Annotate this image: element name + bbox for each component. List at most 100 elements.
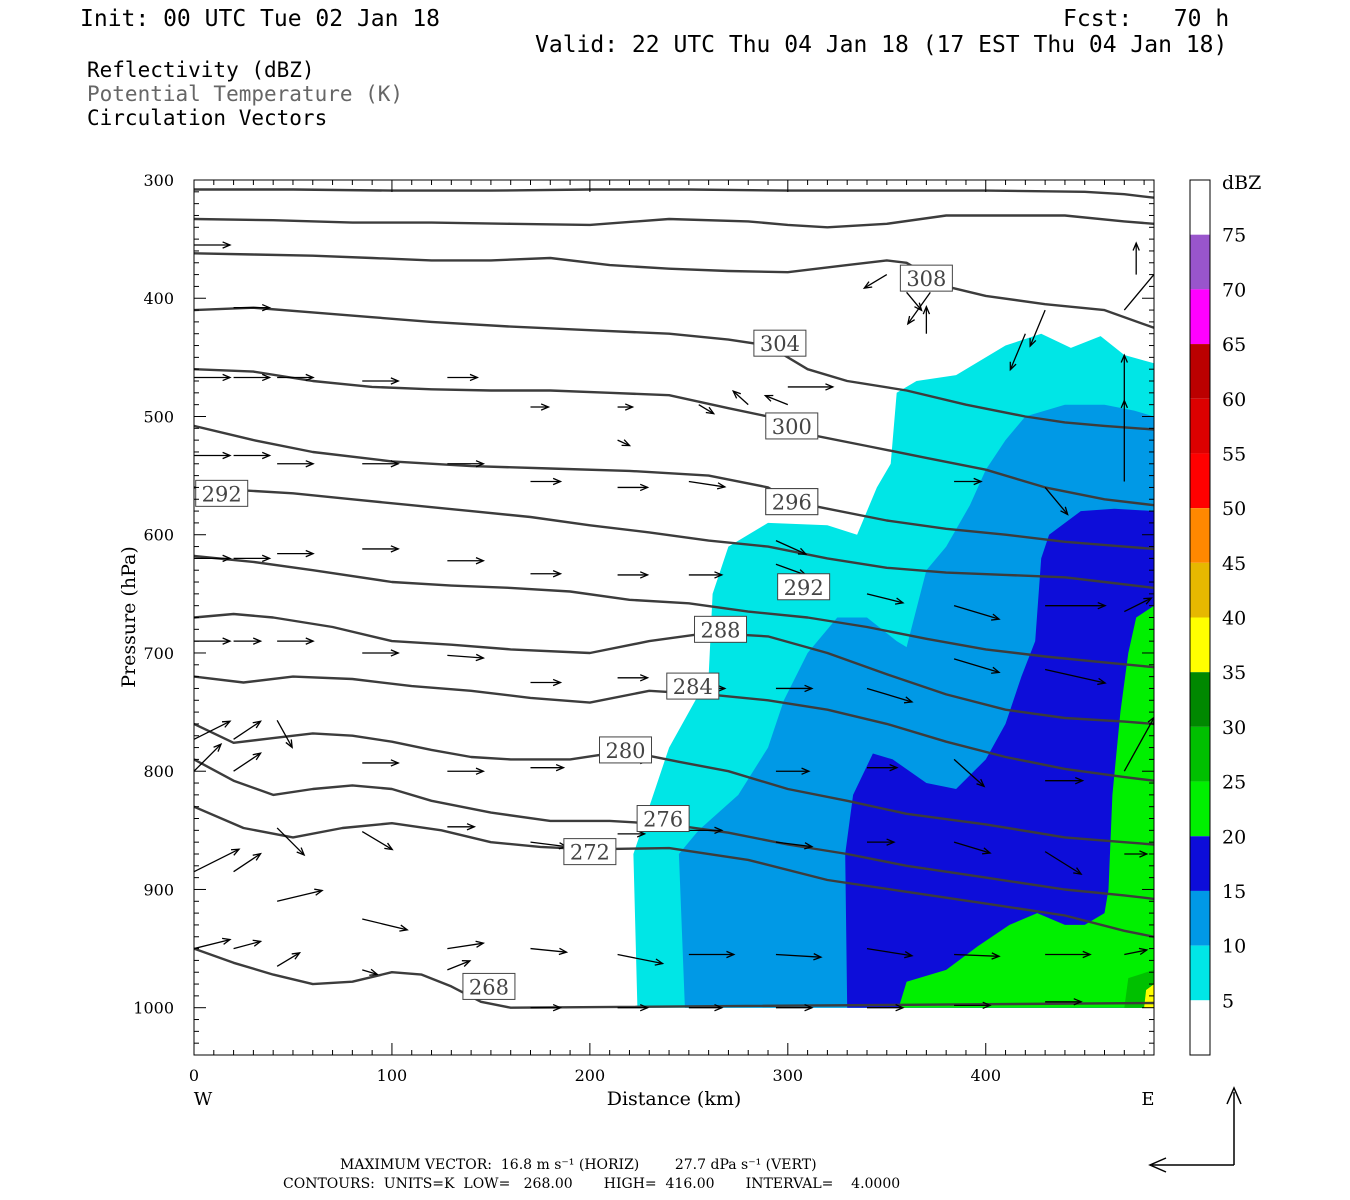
valid-time: Valid: 22 UTC Thu 04 Jan 18 (17 EST Thu … — [535, 32, 1228, 58]
colorbar-level-label: 50 — [1222, 498, 1246, 520]
vector-arrow — [763, 394, 789, 406]
vector-arrow — [775, 841, 814, 850]
axes: 300 400 500 600 700 800 900 1000 0 100 200 300 400 — [133, 171, 1154, 1085]
vector-arrow — [277, 373, 315, 382]
vector-shaft — [233, 720, 261, 740]
vector-head — [1097, 601, 1107, 610]
field-potential-temperature: Potential Temperature (K) — [87, 82, 404, 106]
vector-head — [639, 1003, 650, 1012]
vector-head — [252, 637, 263, 645]
vector-arrow — [362, 545, 400, 553]
vector-head — [991, 952, 1001, 960]
colorbar-level-label: 40 — [1222, 608, 1246, 630]
vector-arrow — [361, 830, 394, 851]
vector-shaft — [362, 969, 378, 975]
vector-head — [466, 823, 477, 831]
colorbar-swatch — [1190, 180, 1210, 235]
vector-arrow — [362, 918, 409, 932]
vector-arrow — [922, 305, 931, 334]
theta-label-text: 304 — [760, 332, 800, 356]
vector-arrow — [866, 1003, 905, 1012]
vector-head — [305, 549, 315, 558]
vector-arrow — [953, 605, 1001, 621]
theta-label-296: 296 — [765, 488, 819, 516]
theta-label-box — [777, 573, 831, 601]
vector-shaft — [953, 658, 1000, 674]
theta-label-box — [899, 264, 953, 292]
vector-head — [886, 838, 896, 846]
colorbar-level-label: 70 — [1222, 279, 1246, 301]
vector-arrow — [1044, 487, 1069, 516]
vector-arrow — [617, 953, 665, 966]
vector-shaft — [732, 390, 749, 406]
vector-arrow — [775, 1003, 814, 1012]
vector-head — [825, 383, 835, 391]
vector-shaft — [276, 952, 300, 967]
vector-arrow — [530, 1003, 563, 1012]
y-tick-label: 800 — [143, 762, 174, 781]
vector-arrow — [362, 649, 400, 657]
colorbar-level-label: 25 — [1222, 772, 1246, 794]
vector-head — [461, 960, 472, 967]
vector-arrow — [1045, 601, 1107, 610]
vector-arrow — [688, 950, 736, 959]
vector-head — [390, 460, 400, 468]
vector-arrow — [233, 637, 263, 645]
theta-contour-292 — [194, 554, 1154, 669]
vector-shaft — [447, 654, 484, 659]
vector-shaft — [530, 947, 567, 953]
vector-arrow — [617, 674, 650, 682]
vector-head — [889, 763, 899, 772]
vector-head — [222, 637, 232, 645]
vector-head — [222, 554, 232, 563]
vector-head — [804, 842, 814, 850]
theta-contour-276 — [194, 758, 1154, 901]
east-label: E — [1141, 1089, 1154, 1110]
vector-arrow — [1124, 947, 1149, 956]
vector-head — [904, 950, 914, 959]
vector-arrow — [530, 477, 563, 486]
colorbar-level-label: 20 — [1222, 826, 1246, 848]
vector-arrow — [530, 947, 569, 956]
vector-head — [261, 303, 272, 312]
vector-head — [540, 403, 551, 411]
vector-shaft — [698, 404, 715, 415]
vector-head — [1138, 947, 1149, 956]
vector-shaft — [233, 940, 261, 950]
vector-shaft — [617, 953, 663, 965]
vector-head — [213, 743, 223, 752]
reflectivity-region-15dbz — [845, 508, 1154, 1008]
y-tick-label: 1000 — [133, 999, 174, 1018]
vector-head — [894, 597, 905, 605]
vector-arrow — [953, 658, 1001, 674]
colorbar-level-label: 55 — [1222, 443, 1246, 465]
vector-arrow — [233, 752, 262, 772]
colorbar-swatch — [1190, 289, 1210, 345]
vector-head — [895, 1003, 905, 1012]
vector-arrow — [362, 759, 400, 767]
vector-head — [475, 653, 486, 662]
x-tick-label: 300 — [773, 1066, 804, 1085]
vector-arrow — [447, 653, 486, 662]
vector-arrow — [1120, 398, 1129, 482]
vector-arrow — [866, 687, 914, 704]
vector-head — [1082, 950, 1092, 959]
vector-head — [475, 767, 486, 775]
y-tick-label: 400 — [143, 289, 174, 308]
vector-arrow — [194, 848, 241, 873]
vector-arrow — [233, 852, 262, 873]
theta-label-box — [636, 805, 690, 833]
vector-head — [991, 666, 1001, 674]
vector-arrow — [617, 403, 635, 411]
colorbar-frame — [1189, 179, 1211, 1056]
vector-head — [914, 302, 923, 312]
vector-head — [230, 848, 241, 856]
vector-arrow — [617, 483, 650, 492]
theta-contour-300 — [194, 306, 1154, 431]
vector-arrow — [866, 593, 905, 605]
vector-arrow — [775, 767, 811, 775]
vector-arrow — [906, 291, 931, 326]
vector-arrow — [194, 241, 232, 249]
vector-shaft — [953, 758, 985, 787]
vector-head — [1143, 597, 1153, 605]
